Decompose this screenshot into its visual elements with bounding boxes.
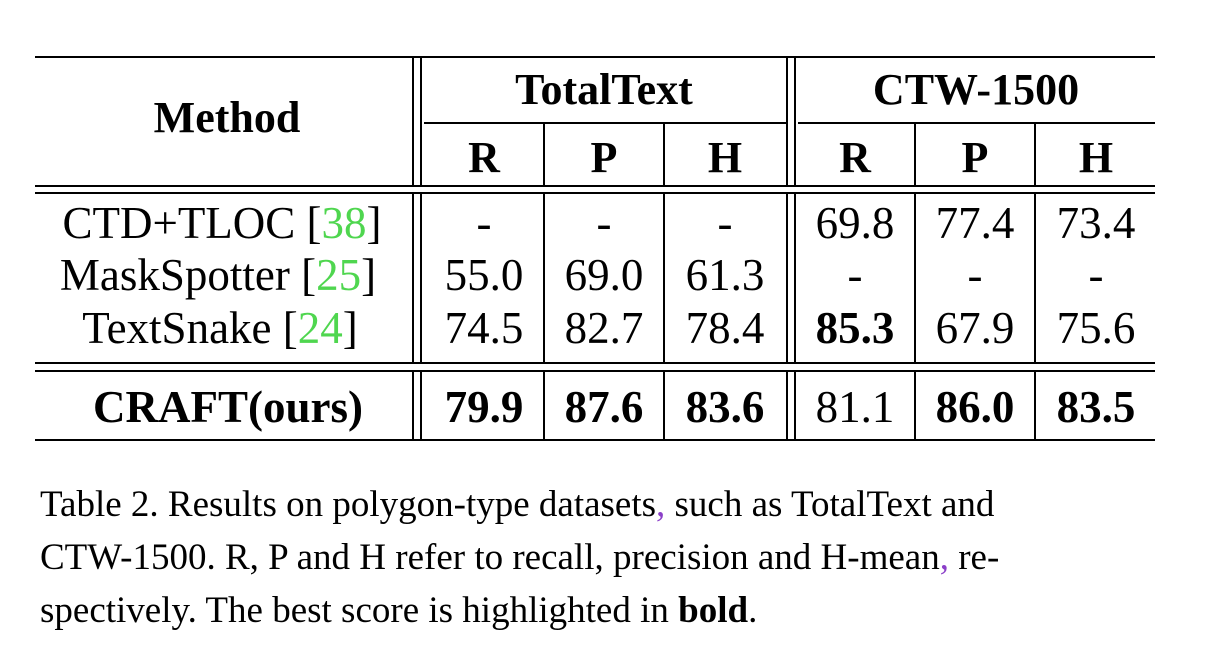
metric-header-ctw-h: H	[1079, 133, 1113, 182]
citation-link: 38	[322, 198, 367, 248]
cell-r1-c4: 69.8	[816, 198, 895, 248]
cell-r2-c3: 61.3	[686, 250, 765, 300]
cell-r4-c5: 86.0	[936, 382, 1015, 432]
group-header-totaltext: TotalText	[515, 65, 693, 114]
table-rules	[35, 56, 1155, 441]
row-method-craft: CRAFT(ours)	[93, 382, 363, 432]
cell-r4-c2: 87.6	[565, 382, 644, 432]
group-header-ctw: CTW-1500	[873, 65, 1079, 114]
cell-r1-c1: -	[477, 198, 492, 248]
cell-r2-c2: 69.0	[565, 250, 644, 300]
citation-link: 24	[298, 303, 343, 353]
cell-r2-c6: -	[1089, 250, 1104, 300]
cell-r4-c1: 79.9	[445, 382, 524, 432]
cell-r1-c6: 73.4	[1057, 198, 1136, 248]
cell-r2-c4: -	[848, 250, 863, 300]
cell-r1-c5: 77.4	[936, 198, 1015, 248]
row-method-ctd-tloc: CTD+TLOC [38]	[62, 198, 381, 248]
metric-header-tt-r: R	[468, 133, 501, 182]
cell-r3-c6: 75.6	[1057, 303, 1136, 353]
cell-r3-c3: 78.4	[686, 303, 765, 353]
cell-r3-c1: 74.5	[445, 303, 524, 353]
cell-r1-c2: -	[597, 198, 612, 248]
table-caption: Table 2. Results on polygon-type dataset…	[40, 478, 1180, 637]
cell-r4-c6: 83.5	[1057, 382, 1136, 432]
cell-r3-c4: 85.3	[816, 303, 895, 353]
metric-header-ctw-p: P	[962, 133, 989, 182]
cell-r2-c5: -	[968, 250, 983, 300]
citation-link: 25	[316, 250, 361, 300]
metric-header-tt-p: P	[591, 133, 618, 182]
cell-r2-c1: 55.0	[445, 250, 524, 300]
caption-line3: spectively. The best score is highlighte…	[40, 590, 758, 631]
caption-line1: Table 2. Results on polygon-type dataset…	[40, 484, 995, 525]
caption-line2: CTW-1500. R, P and H refer to recall, pr…	[40, 537, 1000, 578]
cell-r4-c4: 81.1	[816, 382, 895, 432]
row-method-textsnake: TextSnake [24]	[82, 303, 358, 353]
cell-r1-c3: -	[718, 198, 733, 248]
results-table: Method TotalText CTW-1500 R P H R P H CT…	[35, 56, 1155, 441]
cell-r4-c3: 83.6	[686, 382, 765, 432]
row-method-maskspotter: MaskSpotter [25]	[60, 250, 376, 300]
method-header: Method	[154, 93, 301, 142]
cell-r3-c5: 67.9	[936, 303, 1015, 353]
metric-header-ctw-r: R	[839, 133, 872, 182]
metric-header-tt-h: H	[708, 133, 742, 182]
table-column-rules	[412, 57, 1036, 440]
cell-r3-c2: 82.7	[565, 303, 644, 353]
